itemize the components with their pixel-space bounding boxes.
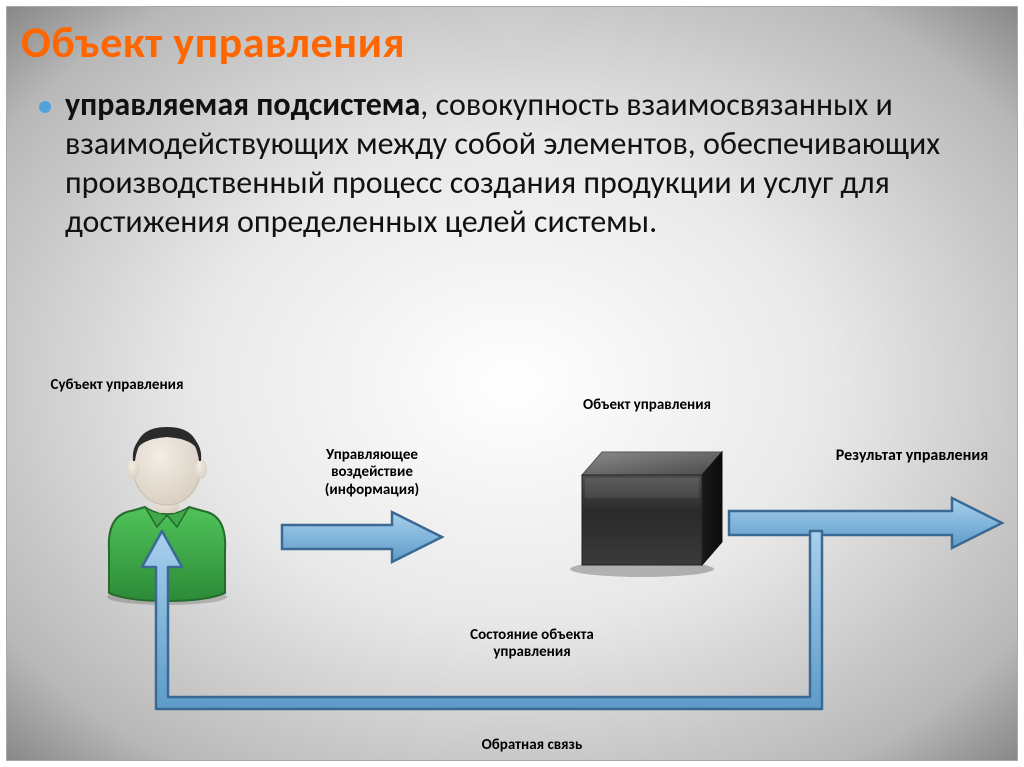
body-bold: управляемая подсистема	[65, 85, 420, 124]
result-label: Результат управления	[817, 447, 1007, 465]
object-label: Объект управления	[547, 397, 747, 414]
control-action-l1: Управляющее	[326, 446, 418, 464]
body-paragraph: управляемая подсистема, совокупность вза…	[65, 85, 977, 241]
control-action-label: Управляющее воздействие (информация)	[292, 447, 452, 499]
feedback-label: Обратная связь	[417, 737, 647, 754]
bullet-block: управляемая подсистема, совокупность вза…	[39, 85, 977, 241]
slide-title: Объект управления	[21, 15, 405, 69]
control-action-l3: (информация)	[325, 481, 419, 499]
control-action-l2: воздействие	[331, 463, 413, 481]
diagram-area: Субъект управления Управляющее воздейств…	[27, 377, 997, 740]
arrow-feedback	[122, 517, 842, 727]
bullet-icon	[39, 101, 51, 113]
subject-label: Субъект управления	[27, 377, 207, 394]
